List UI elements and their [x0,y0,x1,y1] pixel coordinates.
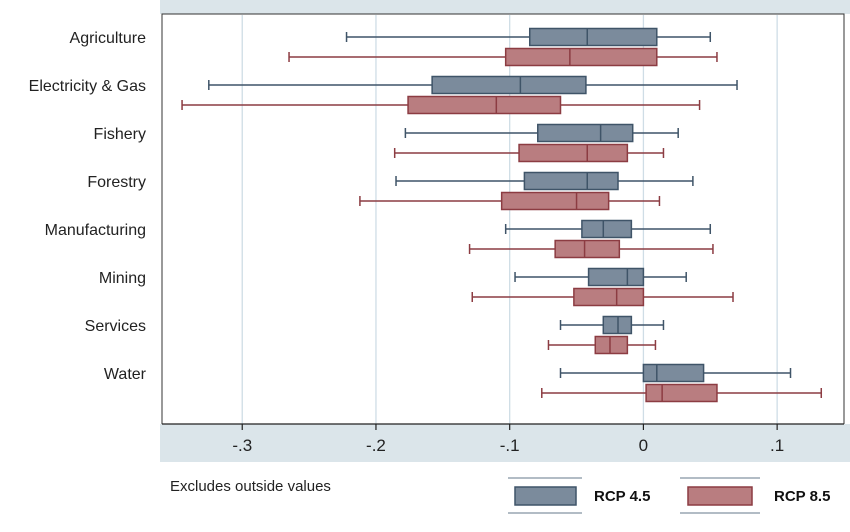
iqr-box [500,191,610,211]
box-rcp85-2 [393,143,665,163]
box-rcp45-2 [404,123,679,143]
iqr-box [587,267,645,287]
box-rcp85-4 [468,239,714,259]
iqr-box [537,123,634,143]
legend-swatch-rcp45 [514,486,577,506]
legend: RCP 4.5 RCP 8.5 [508,477,830,514]
box-rcp85-6 [547,335,657,355]
iqr-box [523,171,619,191]
category-label-1: Electricity & Gas [29,78,146,95]
box-rcp45-5 [514,267,687,287]
iqr-box [518,143,629,163]
iqr-box [431,75,587,95]
box-rcp45-6 [559,315,665,335]
legend-item-rcp45: RCP 4.5 [508,477,650,514]
category-label-3: Forestry [87,174,146,191]
legend-item-rcp85: RCP 8.5 [680,477,830,514]
axis-band [160,424,850,462]
legend-label-rcp85: RCP 8.5 [774,488,830,505]
iqr-box [554,239,621,259]
box-rcp85-0 [288,47,718,67]
category-label-7: Water [104,366,147,383]
category-label-4: Manufacturing [45,222,146,239]
iqr-box [407,95,562,115]
box-rcp45-3 [395,171,694,191]
top-band [160,0,850,14]
box-rcp85-1 [181,95,701,115]
category-label-2: Fishery [94,126,146,143]
x-tick-label-3: 0 [639,436,648,455]
iqr-box [528,27,658,47]
box-rcp45-4 [504,219,712,239]
legend-swatch-rcp85 [687,486,753,506]
category-label-6: Services [85,318,146,335]
category-label-0: Agriculture [70,30,147,47]
x-tick-label-1: -.2 [366,436,386,455]
category-labels: Agriculture Electricity & Gas Fishery Fores… [29,30,147,383]
iqr-box [645,383,718,403]
iqr-box [504,47,658,67]
box-rcp45-0 [345,27,712,47]
x-tick-label-2: -.1 [500,436,520,455]
box-rcp85-3 [359,191,661,211]
category-label-5: Mining [99,270,146,287]
iqr-box [594,335,629,355]
box-rcp85-7 [541,383,823,403]
x-axis-ticks: -.3 -.2 -.1 0 .1 [232,424,784,455]
iqr-box [581,219,633,239]
iqr-box [642,363,705,383]
legend-label-rcp45: RCP 4.5 [594,488,650,505]
x-tick-label-4: .1 [770,436,784,455]
box-series [181,27,823,403]
box-rcp85-5 [471,287,734,307]
box-rcp45-7 [559,363,792,383]
x-tick-label-0: -.3 [232,436,252,455]
box-rcp45-1 [208,75,738,95]
iqr-box [573,287,645,307]
plot-area [161,13,845,425]
note-excludes-outside-values: Excludes outside values [170,478,331,495]
